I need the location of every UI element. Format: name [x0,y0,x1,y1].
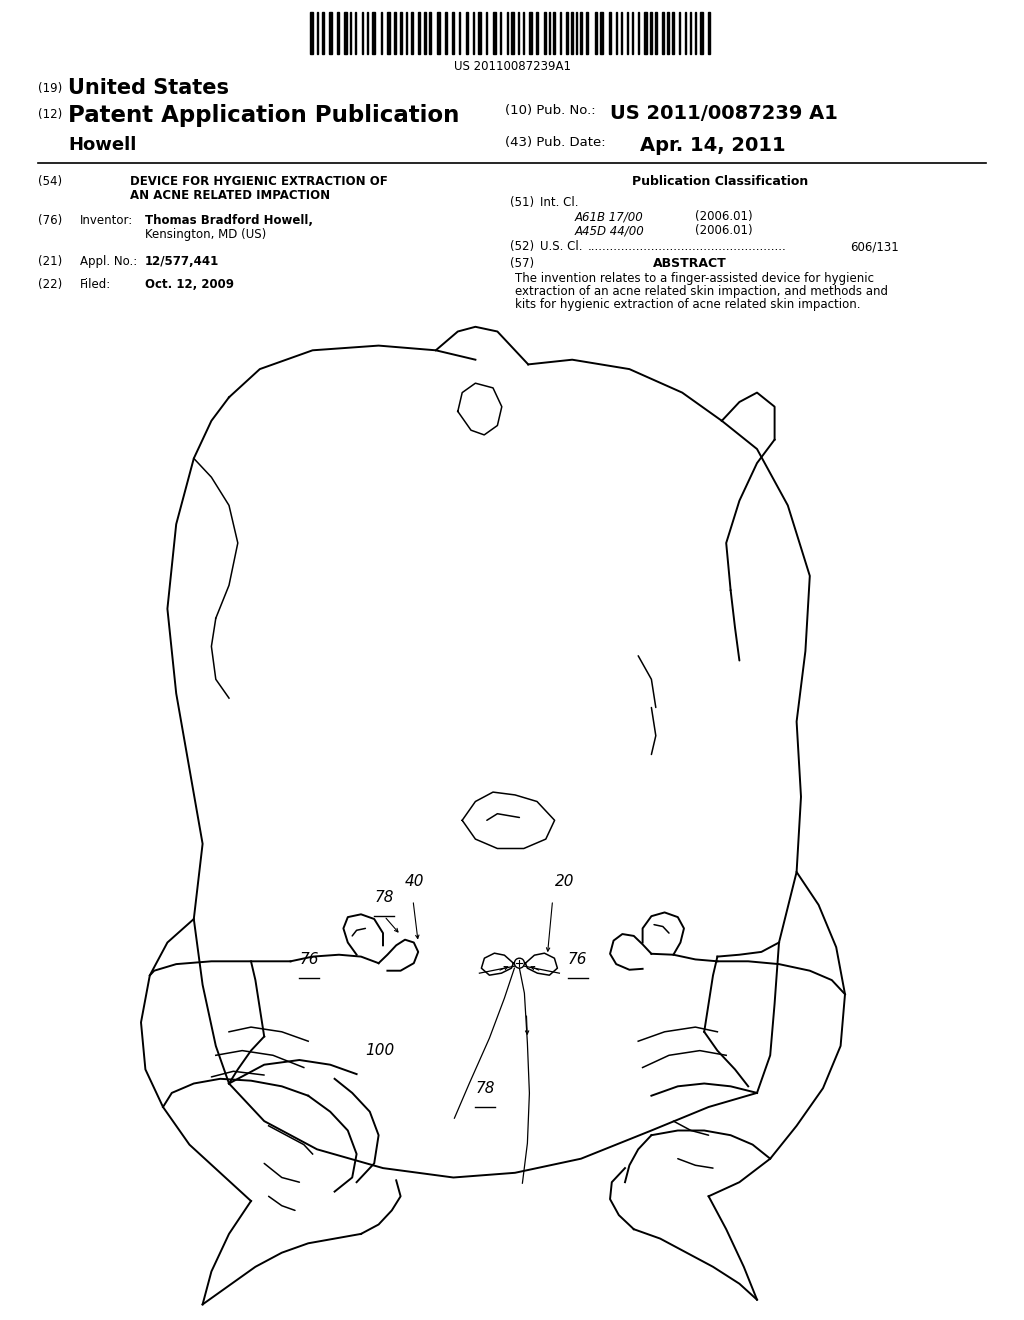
Text: (21): (21) [38,255,62,268]
Text: Apr. 14, 2011: Apr. 14, 2011 [640,136,785,154]
Text: (57): (57) [510,257,535,271]
Text: 20: 20 [555,874,574,890]
Text: (22): (22) [38,279,62,290]
Text: kits for hygienic extraction of acne related skin impaction.: kits for hygienic extraction of acne rel… [515,298,860,312]
Text: ABSTRACT: ABSTRACT [653,257,727,271]
Bar [466,12,468,54]
Text: Int. Cl.: Int. Cl. [540,195,579,209]
Text: DEVICE FOR HYGIENIC EXTRACTION OF: DEVICE FOR HYGIENIC EXTRACTION OF [130,176,388,187]
Text: (54): (54) [38,176,62,187]
Text: 76: 76 [567,952,588,968]
Bar [452,12,454,54]
Bar [418,12,420,54]
Text: 76: 76 [299,952,318,968]
Bar [650,12,652,54]
Bar [411,12,413,54]
Text: A61B 17/00: A61B 17/00 [575,210,644,223]
Text: Patent Application Publication: Patent Application Publication [68,104,460,127]
Bar [394,12,396,54]
Bar [478,12,481,54]
Text: AN ACNE RELATED IMPACTION: AN ACNE RELATED IMPACTION [130,189,330,202]
Text: 12/577,441: 12/577,441 [145,255,219,268]
Text: (51): (51) [510,195,535,209]
Text: (2006.01): (2006.01) [695,224,753,238]
Text: (12): (12) [38,108,62,121]
Bar [536,12,538,54]
Bar [580,12,582,54]
Text: 40: 40 [406,874,425,890]
Bar [511,12,514,54]
Text: Thomas Bradford Howell,: Thomas Bradford Howell, [145,214,313,227]
Bar [437,12,440,54]
Text: A45D 44/00: A45D 44/00 [575,224,645,238]
Text: Kensington, MD (US): Kensington, MD (US) [145,228,266,242]
Text: 78: 78 [475,1081,495,1096]
Bar [322,12,324,54]
Text: (52): (52) [510,240,535,253]
Bar [429,12,431,54]
Text: (76): (76) [38,214,62,227]
Bar [344,12,347,54]
Bar [310,12,313,54]
Bar [337,12,339,54]
Text: Howell: Howell [68,136,136,154]
Text: United States: United States [68,78,229,98]
Bar [400,12,402,54]
Bar [372,12,375,54]
Text: (2006.01): (2006.01) [695,210,753,223]
Bar [544,12,546,54]
Bar [571,12,573,54]
Bar [655,12,657,54]
Bar [595,12,597,54]
Text: The invention relates to a finger-assisted device for hygienic: The invention relates to a finger-assist… [515,272,874,285]
Bar [600,12,603,54]
Bar [553,12,555,54]
Text: 78: 78 [374,890,393,906]
Bar [445,12,447,54]
Bar [566,12,568,54]
Text: extraction of an acne related skin impaction, and methods and: extraction of an acne related skin impac… [515,285,888,298]
Bar [662,12,664,54]
Bar [529,12,532,54]
Text: .....................................................: ........................................… [588,240,786,253]
Text: 606/131: 606/131 [850,240,899,253]
Bar [329,12,332,54]
Bar [387,12,390,54]
Text: Publication Classification: Publication Classification [632,176,808,187]
Text: US 20110087239A1: US 20110087239A1 [454,59,570,73]
Bar [586,12,588,54]
Bar [493,12,496,54]
Text: Inventor:: Inventor: [80,214,133,227]
Text: (19): (19) [38,82,62,95]
Text: (10) Pub. No.:: (10) Pub. No.: [505,104,596,117]
Text: (43) Pub. Date:: (43) Pub. Date: [505,136,605,149]
Bar [700,12,703,54]
Text: Appl. No.:: Appl. No.: [80,255,137,268]
Text: US 2011/0087239 A1: US 2011/0087239 A1 [610,104,838,123]
Bar [672,12,674,54]
Bar [708,12,710,54]
Bar [424,12,426,54]
Bar [667,12,669,54]
Text: 100: 100 [366,1043,394,1059]
Text: Oct. 12, 2009: Oct. 12, 2009 [145,279,234,290]
Text: U.S. Cl.: U.S. Cl. [540,240,583,253]
Bar [609,12,611,54]
Text: Filed:: Filed: [80,279,112,290]
Bar [644,12,647,54]
